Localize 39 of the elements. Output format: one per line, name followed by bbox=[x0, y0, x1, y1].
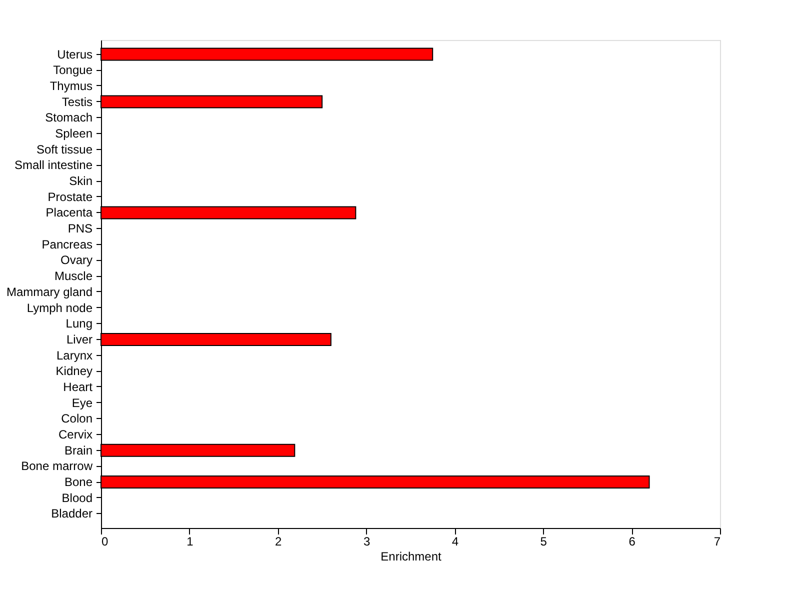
y-tick-label: Bone marrow bbox=[21, 459, 93, 474]
y-tick-label: Bladder bbox=[51, 506, 92, 521]
y-tick-label: Brain bbox=[64, 443, 92, 458]
x-tick-label: 6 bbox=[628, 534, 636, 548]
y-tick-label: Blood bbox=[62, 490, 92, 505]
y-tick-label: Kidney bbox=[56, 364, 92, 378]
y-tick-label: Lymph node bbox=[26, 300, 93, 315]
y-tick-label: Small intestine bbox=[14, 158, 93, 172]
y-tick-label: Bone bbox=[64, 475, 93, 490]
x-tick-label: 0 bbox=[102, 534, 108, 548]
y-tick-label: Testis bbox=[62, 94, 92, 109]
y-tick-label: Mammary gland bbox=[6, 284, 92, 299]
y-tick-label: Lung bbox=[66, 316, 92, 331]
x-tick-label: 5 bbox=[540, 534, 548, 548]
x-tick-label: 4 bbox=[452, 534, 459, 548]
y-tick-label: Colon bbox=[61, 412, 92, 426]
y-tick-label: Pancreas bbox=[42, 237, 92, 252]
x-tick-label: 3 bbox=[363, 534, 370, 548]
y-tick-label: Skin bbox=[69, 174, 92, 188]
y-tick-label: PNS bbox=[68, 222, 92, 236]
y-tick-label: Muscle bbox=[54, 269, 93, 284]
y-tick-label: Liver bbox=[66, 332, 92, 346]
y-tick-label: Stomach bbox=[45, 110, 92, 125]
y-tick-label: Prostate bbox=[48, 190, 93, 204]
y-tick-label: Ovary bbox=[60, 253, 92, 268]
y-tick-label: Spleen bbox=[55, 126, 92, 140]
y-tick-label: Uterus bbox=[57, 47, 92, 62]
y-tick-label: Tongue bbox=[53, 63, 93, 78]
y-tick-label: Larynx bbox=[56, 348, 92, 362]
y-tick-label: Thymus bbox=[50, 78, 92, 93]
y-tick-label: Eye bbox=[72, 396, 93, 410]
y-tick-label: Cervix bbox=[58, 428, 92, 442]
y-tick-label: Heart bbox=[63, 380, 94, 394]
x-axis-title: Enrichment bbox=[380, 550, 442, 564]
x-tick-label: 1 bbox=[186, 534, 194, 548]
x-tick-label: 2 bbox=[275, 534, 282, 548]
y-tick-label: Placenta bbox=[46, 206, 93, 220]
y-tick-label: Soft tissue bbox=[36, 142, 93, 156]
x-tick-label: 7 bbox=[714, 534, 721, 548]
